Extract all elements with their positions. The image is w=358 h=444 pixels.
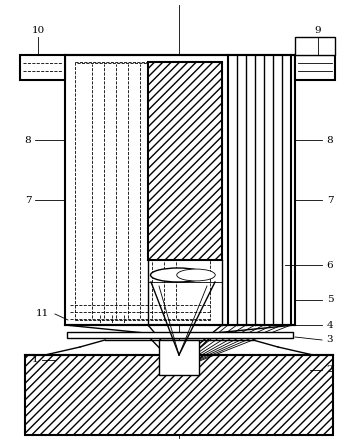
Text: 7: 7	[327, 195, 333, 205]
Bar	[295, 37, 335, 55]
Ellipse shape	[177, 269, 215, 281]
Bar	[148, 62, 222, 260]
Text: 7: 7	[25, 195, 31, 205]
Text: 3: 3	[327, 336, 333, 345]
Text: 1: 1	[32, 356, 38, 365]
Text: 2: 2	[327, 365, 333, 374]
Text: 11: 11	[35, 309, 49, 318]
Text: 8: 8	[25, 135, 31, 144]
Bar	[65, 55, 295, 325]
Ellipse shape	[150, 268, 205, 282]
Text: 4: 4	[327, 321, 333, 329]
Bar	[20, 55, 65, 80]
Text: 6: 6	[327, 261, 333, 270]
Text: 5: 5	[327, 296, 333, 305]
Bar	[148, 62, 222, 260]
Bar	[25, 355, 333, 435]
Text: 8: 8	[327, 135, 333, 144]
Text: 10: 10	[32, 25, 45, 35]
Bar	[159, 340, 199, 375]
Bar	[295, 55, 335, 80]
Bar	[25, 355, 333, 435]
Text: 9: 9	[315, 25, 321, 35]
Bar	[67, 332, 293, 338]
